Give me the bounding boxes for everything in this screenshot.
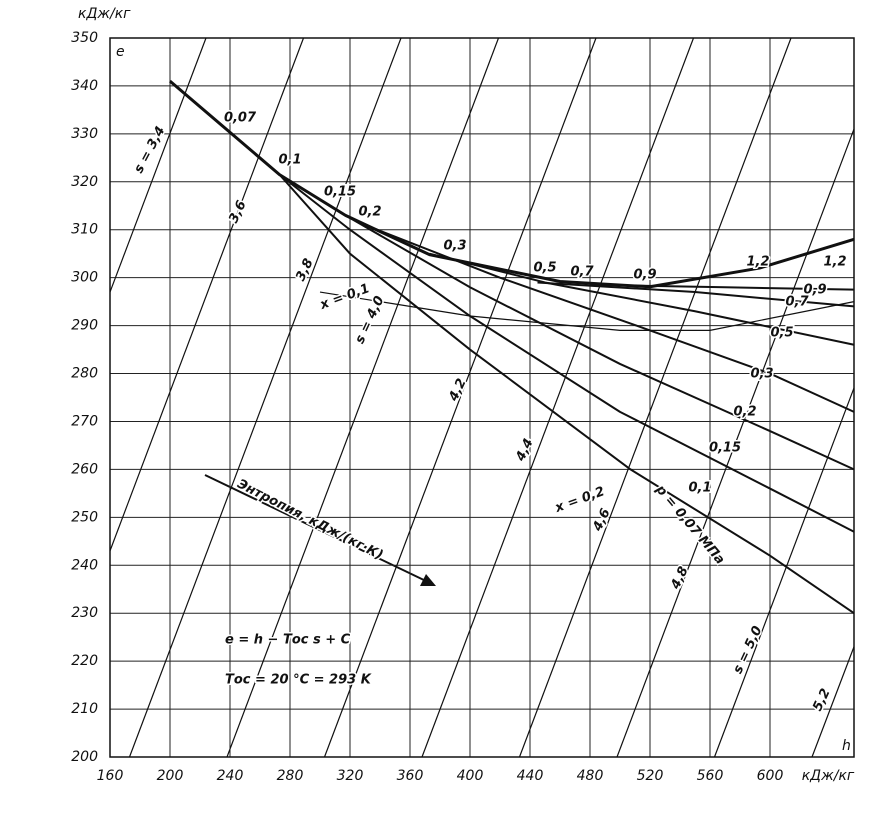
entropy-arrow <box>204 474 429 583</box>
y-tick-label: 200 <box>71 749 98 765</box>
x-symbol: h <box>842 738 851 754</box>
annotation: 0,9 <box>803 283 826 298</box>
y-tick-label: 310 <box>71 222 98 238</box>
y-tick-label: 330 <box>71 126 98 142</box>
x-tick-label: 520 <box>637 768 664 784</box>
y-tick-label: 220 <box>71 653 98 669</box>
x-tick-label: 160 <box>97 768 124 784</box>
curve <box>169 80 855 615</box>
x-axis-label: кДж/кг <box>802 768 855 784</box>
curve <box>811 646 855 758</box>
annotation: s = 4,0 <box>352 294 387 346</box>
curve <box>589 283 855 291</box>
curve <box>344 214 855 471</box>
annotation: e = h − Tос s + C <box>225 633 351 648</box>
annotation: 0,3 <box>443 239 466 254</box>
curve <box>323 37 597 758</box>
annotation: 0,7 <box>570 265 594 280</box>
annotation: 0,07 <box>224 111 257 126</box>
annotation: Энтропия, кДж/(кг·К) <box>235 477 386 564</box>
y-tick-label: 340 <box>71 78 98 94</box>
y-tick-label: 240 <box>71 557 98 573</box>
plot-border <box>109 37 855 758</box>
x-tick-label: 320 <box>337 768 364 784</box>
x-tick-label: 400 <box>457 768 484 784</box>
annotation: 1,2 <box>823 255 846 270</box>
x-tick-label: 280 <box>277 768 304 784</box>
annotation: 0,2 <box>358 205 381 220</box>
y-tick-label: 250 <box>71 509 98 525</box>
annotation: 0,5 <box>770 326 793 341</box>
annotation: 0,15 <box>324 185 356 200</box>
y-tick-label: 270 <box>71 413 98 429</box>
annotation: 1,2 <box>746 255 769 270</box>
annotation: 0,1 <box>278 153 301 168</box>
annotation: 0,5 <box>533 261 556 276</box>
annotation: 0,1 <box>688 481 711 496</box>
annotation: 4,4 <box>513 436 537 464</box>
curve <box>616 128 855 758</box>
y-symbol: e <box>116 44 125 60</box>
curve <box>226 37 500 758</box>
curve <box>109 37 207 293</box>
curve <box>364 224 855 413</box>
y-tick-label: 280 <box>71 366 98 382</box>
x-tick-label: 560 <box>697 768 724 784</box>
x-tick-label: 240 <box>217 768 244 784</box>
annotation: x = 0,1 <box>317 281 371 313</box>
annotation: 4,6 <box>590 506 614 534</box>
x-tick-label: 360 <box>397 768 424 784</box>
annotation: 3,8 <box>293 256 316 283</box>
annotation: s = 3,4 <box>131 124 168 176</box>
y-tick-label: 290 <box>71 318 98 334</box>
curve <box>713 387 855 758</box>
curve <box>518 37 792 758</box>
y-tick-label: 260 <box>71 461 98 477</box>
annotation: 0,3 <box>750 367 773 382</box>
curve <box>128 37 402 758</box>
y-tick-label: 300 <box>71 270 98 286</box>
annotation: 0,9 <box>633 268 656 283</box>
curve <box>421 37 695 758</box>
y-tick-label: 320 <box>71 174 98 190</box>
curve <box>429 252 855 346</box>
x-tick-label: 440 <box>517 768 544 784</box>
y-tick-label: 210 <box>71 701 98 717</box>
y-tick-label: 230 <box>71 605 98 621</box>
y-tick-label: 350 <box>71 30 98 46</box>
annotation: 0,2 <box>733 405 756 420</box>
curve <box>319 291 855 331</box>
annotation: Tос = 20 °C = 293 K <box>225 673 372 688</box>
curve <box>278 173 855 533</box>
y-axis-label: кДж/кг <box>78 6 131 22</box>
curve <box>109 37 305 552</box>
arrow-head <box>420 574 436 586</box>
x-tick-label: 600 <box>757 768 784 784</box>
annotation: 0,7 <box>785 295 809 310</box>
curve <box>169 79 855 289</box>
annotation: 0,15 <box>709 441 741 456</box>
x-tick-label: 200 <box>157 768 184 784</box>
x-tick-label: 480 <box>577 768 604 784</box>
